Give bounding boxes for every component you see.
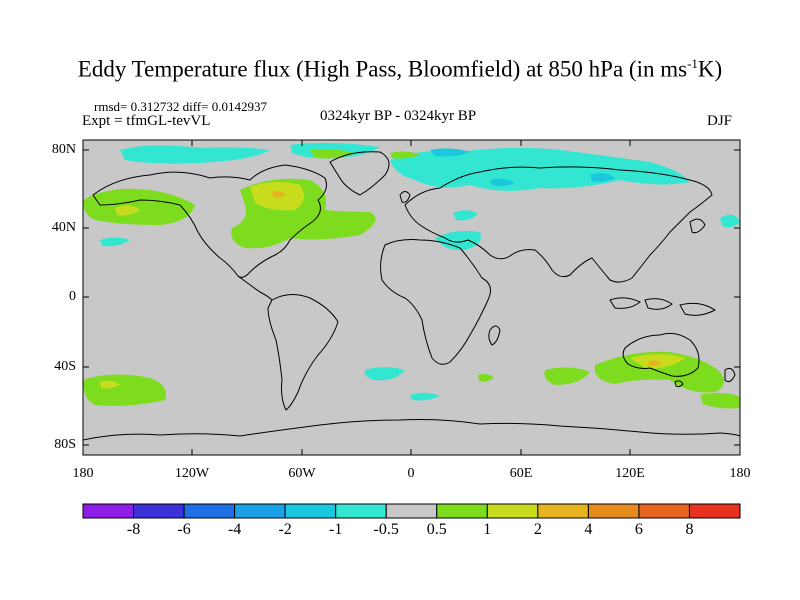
- lat-label-80s: 80S: [54, 437, 76, 452]
- period-label: 0324kyr BP - 0324kyr BP: [320, 108, 477, 124]
- flux-core-arctic: [430, 148, 470, 157]
- negative-flux-cores: [430, 148, 615, 187]
- map-background: [83, 140, 740, 455]
- colorbar-label-11: 8: [685, 521, 694, 538]
- colorbar-swatch-3: [234, 503, 286, 519]
- lat-label-40s: 40S: [54, 359, 76, 374]
- flux-patch-southern-ocean: [700, 392, 740, 409]
- experiment-label: Expt = tfmGL-tevVL: [82, 113, 211, 129]
- coast-borneo: [644, 298, 673, 310]
- coast-new-guinea: [679, 302, 716, 316]
- flux-max-australia: [648, 360, 662, 367]
- map-title: Eddy Temperature flux (High Pass, Bloomf…: [77, 56, 723, 82]
- flux-patch-mediterranean: [435, 230, 481, 251]
- coast-central-america: [237, 275, 273, 301]
- colorbar-swatch-7: [436, 503, 488, 519]
- axis-ticks: [82, 140, 741, 455]
- flux-core-siberia: [590, 173, 615, 182]
- coastlines: [83, 151, 740, 441]
- colorbar-swatch-6: [385, 503, 438, 519]
- lon-label-120e: 120E: [615, 466, 645, 481]
- coast-indonesia: [609, 297, 641, 309]
- coast-tasmania: [674, 380, 684, 388]
- coast-new-zealand: [724, 367, 736, 383]
- lon-label-120w: 120W: [174, 466, 210, 481]
- colorbar-swatch-1: [133, 503, 185, 519]
- flux-core-south-pacific: [100, 380, 120, 389]
- colorbar-swatch-12: [688, 503, 741, 519]
- colorbar-label-6: 0.5: [426, 521, 447, 538]
- season-label: DJF: [707, 113, 733, 129]
- flux-patch-north-pacific: [100, 237, 130, 247]
- colorbar-swatch-0: [82, 503, 135, 519]
- flux-patch-arctic-pacific: [120, 145, 270, 164]
- coast-africa: [380, 239, 491, 365]
- coast-eurasia: [404, 166, 713, 283]
- flux-patch-indian-ocean: [544, 367, 590, 385]
- colorbar-label-0: -8: [126, 521, 141, 538]
- lat-label-80n: 80N: [51, 142, 76, 157]
- colorbar-label-7: 1: [483, 521, 492, 538]
- lon-label-180-west: 180: [72, 466, 94, 481]
- colorbar-label-1: -6: [177, 521, 191, 538]
- coast-antarctica: [83, 419, 740, 441]
- coast-south-america: [267, 294, 339, 411]
- coast-uk: [399, 191, 411, 203]
- colorbar-swatch-9: [537, 503, 589, 519]
- colorbar-swatch-4: [284, 503, 337, 519]
- colorbar-label-2: -4: [227, 521, 242, 538]
- flux-max-hudson: [272, 191, 286, 198]
- lon-label-60e: 60E: [509, 466, 533, 481]
- colorbar: [82, 503, 741, 519]
- lon-label-60w: 60W: [288, 466, 316, 481]
- colorbar-label-10: 6: [634, 521, 643, 538]
- lat-label-40n: 40N: [51, 220, 76, 235]
- lon-label-0: 0: [407, 466, 415, 481]
- colorbar-label-8: 2: [533, 521, 542, 538]
- colorbar-swatch-10: [587, 503, 640, 519]
- flux-patch-australia: [594, 351, 724, 393]
- colorbar-swatch-11: [638, 503, 690, 519]
- coast-japan: [689, 218, 706, 234]
- coast-australia: [622, 332, 700, 377]
- flux-patch-north-pacific-storm-track: [83, 188, 195, 225]
- colorbar-swatch-5: [335, 503, 387, 519]
- coast-madagascar: [488, 325, 501, 346]
- colorbar-label-5: -0.5: [373, 521, 399, 538]
- flux-patch-eurasia: [390, 147, 690, 191]
- flux-patch-small: [478, 374, 494, 382]
- colorbar-swatch-2: [183, 503, 236, 519]
- flux-patch-south-atlantic: [364, 367, 405, 381]
- colorbar-label-4: -1: [329, 521, 343, 538]
- rmsd-diff-stats: rmsd= 0.312732 diff= 0.0142937: [94, 99, 267, 114]
- coast-greenland: [329, 151, 390, 196]
- lon-label-180-east: 180: [729, 466, 751, 481]
- flux-patch-europe: [453, 210, 478, 221]
- flux-patch-east-pacific: [720, 214, 740, 228]
- flux-core-pacific: [115, 205, 140, 216]
- flux-patch-greenland-sea: [390, 151, 420, 159]
- colorbar-swatch-8: [486, 503, 539, 519]
- coast-north-america: [92, 164, 327, 278]
- colorbar-label-9: 4: [584, 521, 593, 538]
- flux-patch-south-atlantic-2: [410, 392, 440, 401]
- colorbar-label-3: -2: [278, 521, 292, 538]
- negative-flux-patches: [100, 142, 740, 401]
- flux-core-russia: [490, 178, 515, 187]
- lat-label-0: 0: [69, 289, 76, 304]
